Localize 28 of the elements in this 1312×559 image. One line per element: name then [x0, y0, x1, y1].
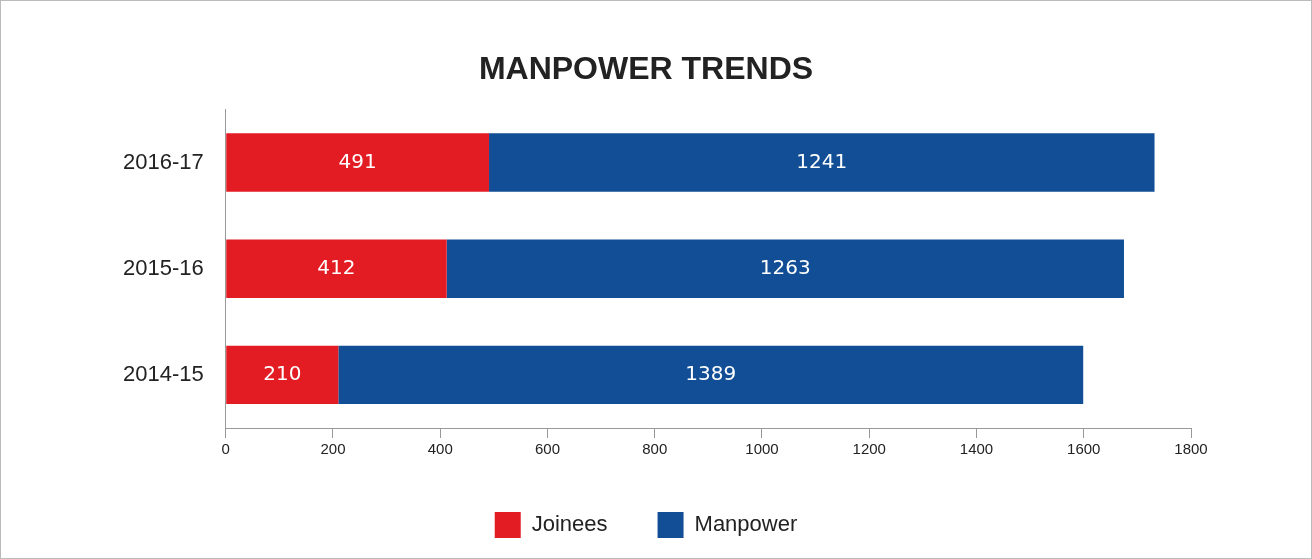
x-tick-label: 800: [642, 440, 668, 458]
data-label: 1263: [759, 254, 811, 279]
legend-label: Joinees: [531, 511, 608, 537]
y-tick-label: 2015-16: [122, 254, 204, 280]
x-tick-label: 1000: [745, 440, 779, 458]
x-tick-label: 600: [534, 440, 561, 458]
x-tick-label: 1600: [1067, 440, 1101, 458]
data-label: 412: [317, 254, 356, 279]
x-tick-label: 1400: [959, 440, 994, 458]
chart-title: MANPOWER TRENDS: [478, 50, 814, 87]
bar: [446, 239, 1124, 298]
bar: [226, 133, 490, 192]
x-tick-label: 0: [221, 440, 230, 458]
x-tick-label: 200: [320, 440, 346, 458]
data-label: 1389: [685, 361, 737, 386]
data-label: 491: [338, 148, 377, 173]
legend-label: Manpower: [694, 511, 798, 537]
bar: [226, 345, 339, 405]
bar: [226, 239, 447, 298]
y-tick-label: 2016-17: [122, 148, 204, 174]
data-label: 210: [263, 361, 302, 386]
x-tick-label: 1200: [852, 440, 886, 458]
bar: [489, 133, 1155, 192]
bar: [338, 345, 1084, 405]
data-label: 1241: [796, 148, 848, 173]
y-tick-label: 2014-15: [122, 360, 204, 386]
x-tick-label: 400: [427, 440, 453, 458]
x-tick-label: 1800: [1174, 440, 1208, 458]
